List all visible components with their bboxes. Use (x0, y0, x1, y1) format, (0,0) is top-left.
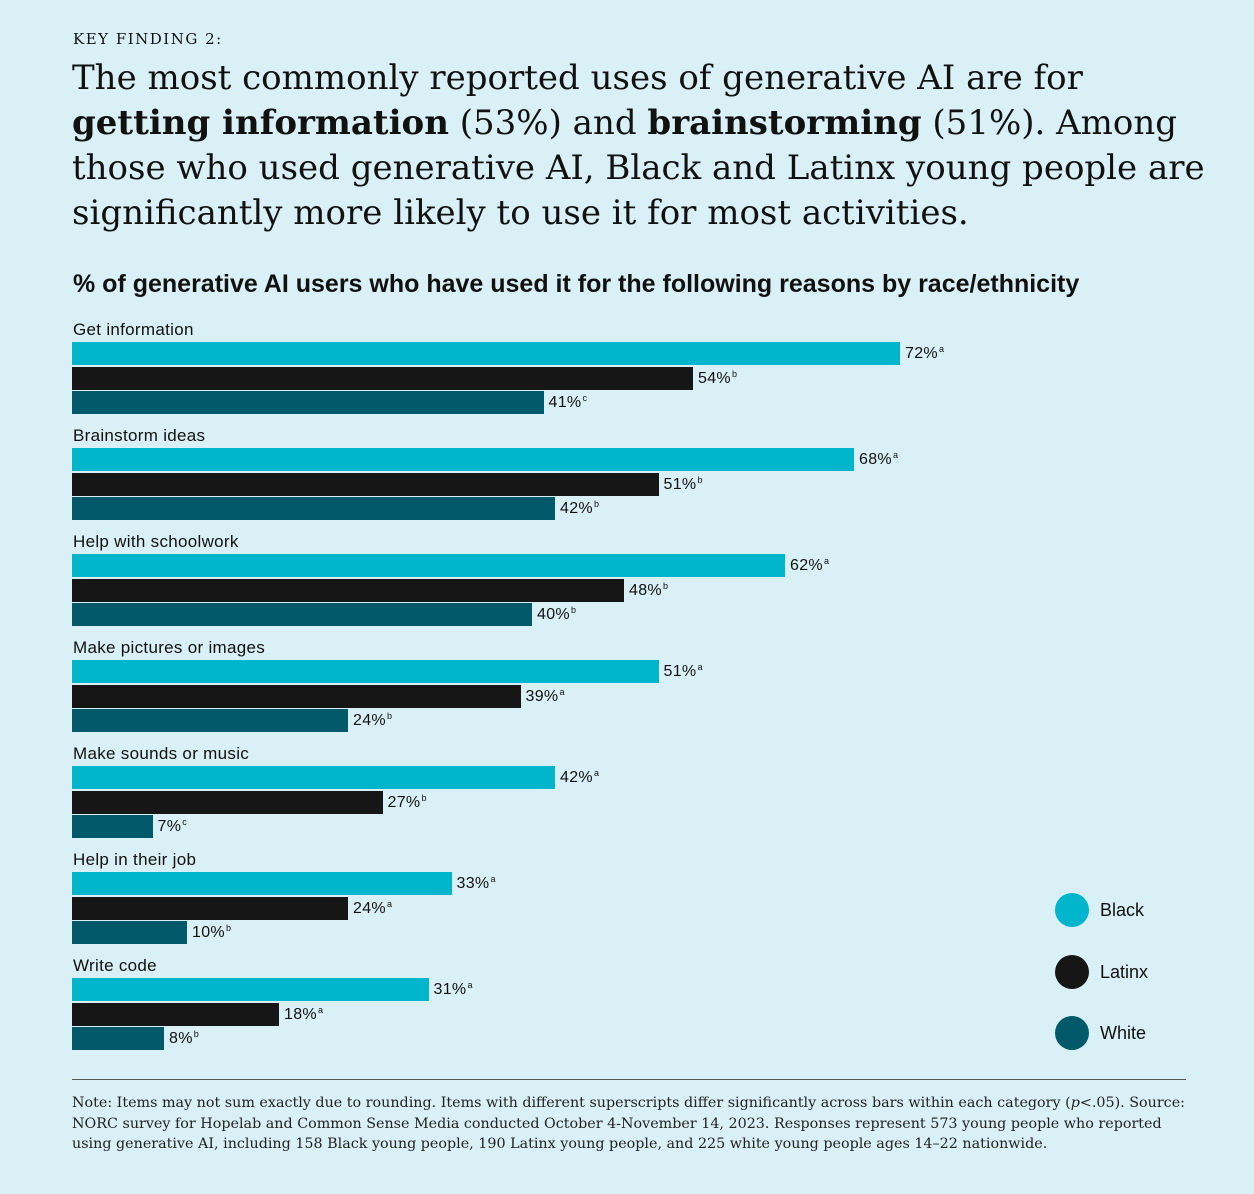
category-label-help-in-their-job: Help in their job (73, 850, 197, 869)
value-label-help-with-schoolwork-black: 62%a (790, 556, 830, 574)
value-label-make-pictures-or-images-white: 24%b (353, 711, 393, 729)
key-finding-label: KEY FINDING 2: (73, 30, 223, 48)
headline-bold-get-information: getting information (72, 103, 449, 143)
category-label-help-with-schoolwork: Help with schoolwork (73, 532, 239, 551)
value-label-get-information-latinx: 54%b (698, 369, 738, 387)
value-label-make-sounds-or-music-black: 42%a (560, 768, 600, 786)
bar-get-information-latinx (72, 367, 693, 390)
bar-help-with-schoolwork-white (72, 603, 532, 626)
bar-help-in-their-job-white (72, 921, 187, 944)
value-label-help-in-their-job-white: 10%b (192, 923, 232, 941)
headline: The most commonly reported uses of gener… (72, 56, 1212, 236)
legend-label-latinx: Latinx (1100, 962, 1149, 982)
bar-make-pictures-or-images-black (72, 660, 659, 683)
category-label-make-sounds-or-music: Make sounds or music (73, 744, 250, 763)
bar-write-code-black (72, 978, 429, 1001)
headline-text: (53%) and (448, 103, 648, 143)
legend-swatch-latinx (1055, 955, 1089, 989)
bar-get-information-black (72, 342, 900, 365)
value-label-get-information-black: 72%a (905, 344, 945, 362)
bar-help-with-schoolwork-black (72, 554, 785, 577)
bar-write-code-white (72, 1027, 164, 1050)
bar-get-information-white (72, 391, 544, 414)
bar-make-sounds-or-music-latinx (72, 791, 383, 814)
value-label-help-in-their-job-black: 33%a (456, 874, 496, 892)
bar-brainstorm-ideas-white (72, 497, 555, 520)
legend-item-latinx: Latinx (1055, 955, 1215, 989)
value-label-make-pictures-or-images-black: 51%a (663, 662, 703, 680)
legend-item-black: Black (1055, 893, 1215, 927)
value-label-write-code-black: 31%a (433, 980, 473, 998)
legend-label-black: Black (1100, 900, 1145, 920)
value-label-brainstorm-ideas-black: 68%a (859, 450, 899, 468)
category-label-get-information: Get information (73, 320, 194, 339)
category-label-write-code: Write code (73, 956, 157, 975)
bar-help-with-schoolwork-latinx (72, 579, 624, 602)
value-label-write-code-white: 8%b (169, 1029, 200, 1047)
bar-help-in-their-job-black (72, 872, 452, 895)
value-label-help-in-their-job-latinx: 24%a (353, 899, 393, 917)
footnote-text: Note: Items may not sum exactly due to r… (72, 1095, 1071, 1111)
footnote: Note: Items may not sum exactly due to r… (72, 1093, 1187, 1155)
value-label-help-with-schoolwork-latinx: 48%b (629, 581, 669, 599)
bar-brainstorm-ideas-black (72, 448, 854, 471)
value-label-write-code-latinx: 18%a (284, 1005, 324, 1023)
legend-swatch-white (1055, 1016, 1089, 1050)
headline-text: (51%). Among those who used generative A… (72, 103, 1205, 233)
value-label-get-information-white: 41%c (548, 393, 588, 411)
legend-swatch-black (1055, 893, 1089, 927)
value-label-brainstorm-ideas-white: 42%b (560, 499, 600, 517)
category-label-brainstorm-ideas: Brainstorm ideas (73, 426, 206, 445)
bar-make-sounds-or-music-black (72, 766, 555, 789)
bar-make-pictures-or-images-latinx (72, 685, 521, 708)
bar-brainstorm-ideas-latinx (72, 473, 659, 496)
chart-title: % of generative AI users who have used i… (73, 270, 1080, 298)
bar-write-code-latinx (72, 1003, 279, 1026)
value-label-brainstorm-ideas-latinx: 51%b (663, 475, 703, 493)
value-label-make-sounds-or-music-latinx: 27%b (387, 793, 427, 811)
footnote-text: <.05). Source: NORC survey for Hopelab a… (72, 1095, 1185, 1152)
value-label-make-sounds-or-music-white: 7%c (157, 817, 188, 835)
legend-item-white: White (1055, 1016, 1215, 1050)
value-label-help-with-schoolwork-white: 40%b (537, 605, 577, 623)
bar-make-pictures-or-images-white (72, 709, 348, 732)
bar-help-in-their-job-latinx (72, 897, 348, 920)
legend-label-white: White (1100, 1023, 1147, 1043)
footnote-p-value: p (1070, 1095, 1080, 1111)
headline-bold-brainstorming: brainstorming (647, 103, 922, 143)
bar-make-sounds-or-music-white (72, 815, 153, 838)
value-label-make-pictures-or-images-latinx: 39%a (525, 687, 565, 705)
divider (72, 1079, 1186, 1080)
headline-text: The most commonly reported uses of gener… (72, 58, 1083, 98)
category-label-make-pictures-or-images: Make pictures or images (73, 638, 266, 657)
